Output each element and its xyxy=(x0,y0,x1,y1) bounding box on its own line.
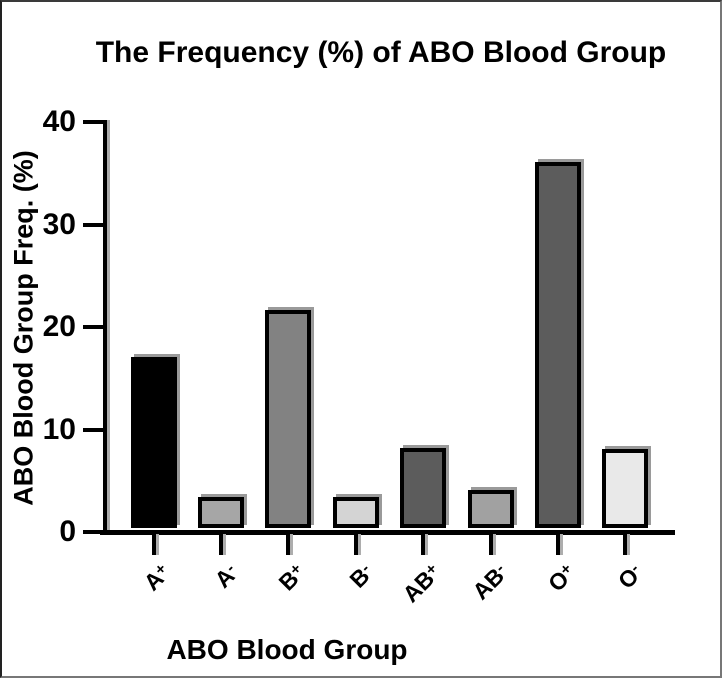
y-tick-label: 0 xyxy=(59,515,76,548)
x-tick xyxy=(286,534,290,555)
x-tick xyxy=(152,534,156,555)
x-tick-label: B+ xyxy=(273,560,306,596)
y-tick xyxy=(83,530,105,534)
bar xyxy=(198,497,244,528)
y-tick xyxy=(83,120,105,124)
x-tick xyxy=(623,534,627,555)
bar xyxy=(265,310,311,528)
y-tick xyxy=(83,222,105,227)
x-tick xyxy=(556,534,560,555)
x-axis-line xyxy=(100,530,675,535)
bar xyxy=(131,357,177,528)
x-axis-title: ABO Blood Group xyxy=(166,634,408,665)
x-tick-label: O+ xyxy=(542,560,576,597)
x-tick xyxy=(421,534,425,555)
x-tick xyxy=(354,534,358,555)
x-tick xyxy=(489,534,493,555)
x-tick-label: O- xyxy=(612,560,644,594)
chart-title: The Frequency (%) of ABO Blood Group xyxy=(95,36,667,69)
x-tick xyxy=(219,534,223,555)
bar xyxy=(333,497,379,528)
x-tick-label: A+ xyxy=(138,560,171,596)
y-axis-line xyxy=(103,120,107,535)
y-tick xyxy=(83,325,105,329)
bar xyxy=(602,449,648,528)
bar xyxy=(400,448,446,528)
y-tick xyxy=(83,427,105,432)
y-tick-label: 40 xyxy=(42,105,76,138)
y-tick-label: 20 xyxy=(42,310,76,343)
x-tick-label: A- xyxy=(209,560,240,593)
bar xyxy=(468,490,514,528)
x-tick-label: AB+ xyxy=(397,560,441,608)
x-tick-label: B- xyxy=(344,560,375,593)
x-tick-label: AB- xyxy=(466,560,509,605)
bar xyxy=(535,162,581,528)
y-tick-label: 10 xyxy=(42,412,76,446)
y-tick-label: 30 xyxy=(42,207,76,241)
